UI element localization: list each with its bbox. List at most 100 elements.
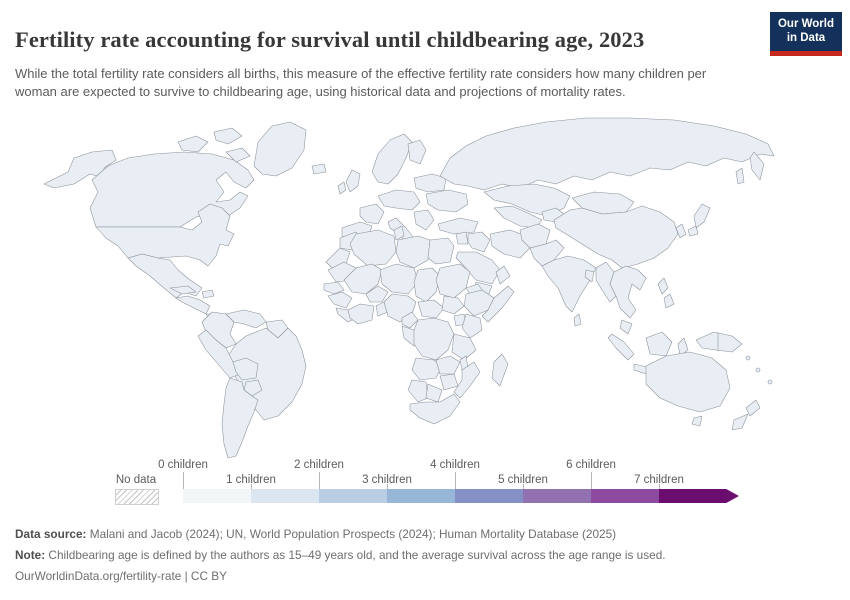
country-niger[interactable]: Niger bbox=[379, 263, 419, 295]
country-venezuela[interactable]: Venezuela bbox=[225, 309, 267, 329]
country-ukraine[interactable]: Ukraine bbox=[425, 189, 469, 213]
country-ireland[interactable]: Ireland bbox=[337, 181, 347, 195]
country-indonesia-sulawesi[interactable]: Indonesia bbox=[677, 337, 689, 357]
legend-no-data-swatch[interactable] bbox=[115, 489, 159, 505]
country-pakistan[interactable]: Pakistan bbox=[529, 239, 565, 267]
region-balkans[interactable]: Balkans bbox=[413, 209, 435, 231]
country-namibia[interactable]: Namibia bbox=[407, 379, 429, 403]
country-philippines-south[interactable]: Philippines bbox=[663, 293, 675, 309]
country-new-zealand-south[interactable]: New Zealand bbox=[731, 413, 749, 431]
country-philippines-north[interactable]: Philippines bbox=[657, 277, 669, 295]
country-south-sudan[interactable]: South Sudan bbox=[441, 295, 465, 315]
country-saudi-arabia[interactable]: Saudi Arabia bbox=[455, 251, 501, 285]
country-libya[interactable]: Libya bbox=[395, 235, 431, 269]
legend-segment-1-2[interactable] bbox=[251, 489, 319, 503]
country-senegal[interactable]: Senegal & Gambia bbox=[323, 281, 345, 295]
country-new-zealand-north[interactable]: New Zealand bbox=[745, 399, 761, 417]
country-alaska[interactable]: Alaska (United States) bbox=[43, 149, 117, 189]
country-sudan[interactable]: Sudan bbox=[435, 263, 471, 299]
country-madagascar[interactable]: Madagascar bbox=[491, 353, 509, 387]
country-central-african-republic[interactable]: Central African Republic bbox=[417, 299, 445, 319]
country-pacific-island-2[interactable]: Pacific island states bbox=[755, 367, 761, 373]
country-botswana[interactable]: Botswana bbox=[425, 383, 443, 403]
legend-segment-3-4[interactable] bbox=[387, 489, 455, 503]
country-france[interactable]: France bbox=[359, 203, 385, 225]
legend-segment-6-7[interactable] bbox=[591, 489, 659, 503]
region-central-asia[interactable]: Uzbekistan & Turkmenistan bbox=[493, 205, 543, 229]
legend-label-4: 4 children bbox=[430, 459, 480, 471]
country-argentina-chile[interactable]: Argentina & Chile bbox=[221, 377, 259, 459]
country-russia[interactable]: Russia bbox=[439, 117, 775, 191]
country-canada-arctic-1[interactable]: Canada (Arctic islands) bbox=[177, 135, 209, 153]
owid-logo[interactable]: Our World in Data bbox=[770, 12, 842, 56]
country-kazakhstan[interactable]: Kazakhstan bbox=[483, 183, 571, 217]
country-mali[interactable]: Mali bbox=[343, 263, 383, 295]
region-ivorycoast-ghana[interactable]: Côte d'Ivoire & Ghana bbox=[347, 303, 375, 325]
country-dr-congo[interactable]: Democratic Republic of Congo bbox=[413, 317, 455, 361]
country-paraguay[interactable]: Paraguay bbox=[243, 379, 263, 397]
country-indonesia-borneo[interactable]: Indonesia bbox=[645, 331, 673, 357]
region-indochina[interactable]: Thailand, Laos, Vietnam & Cambodia bbox=[609, 265, 647, 319]
country-malaysia[interactable]: Malaysia bbox=[619, 319, 633, 335]
country-mozambique[interactable]: Mozambique bbox=[453, 361, 481, 399]
country-turkey[interactable]: Turkey bbox=[437, 217, 479, 235]
country-pacific-island-1[interactable]: Pacific island states bbox=[745, 355, 751, 361]
country-kenya[interactable]: Kenya bbox=[461, 313, 483, 339]
country-zimbabwe[interactable]: Zimbabwe bbox=[439, 373, 459, 391]
legend-segment-7-plus[interactable] bbox=[659, 489, 739, 503]
country-tunisia[interactable]: Tunisia bbox=[393, 225, 405, 241]
country-pacific-island-3[interactable]: Pacific island states bbox=[767, 379, 773, 385]
country-new-guinea[interactable]: Papua New Guinea bbox=[695, 331, 743, 353]
country-guinea[interactable]: Guinea bbox=[327, 291, 353, 309]
logo-line1: Our World bbox=[777, 18, 834, 30]
country-cameroon[interactable]: Cameroon bbox=[401, 311, 419, 329]
legend-segment-2-3[interactable] bbox=[319, 489, 387, 503]
country-tanzania[interactable]: Tanzania bbox=[451, 333, 477, 361]
country-iran[interactable]: Iran bbox=[489, 229, 531, 259]
country-japan[interactable]: Japan bbox=[693, 203, 711, 229]
country-iraq[interactable]: Iraq bbox=[467, 231, 491, 253]
country-india[interactable]: India bbox=[541, 255, 597, 313]
country-somalia[interactable]: Somalia bbox=[481, 285, 515, 323]
legend-segment-4-5[interactable] bbox=[455, 489, 523, 503]
legend-tick-6 bbox=[591, 472, 592, 489]
country-sri-lanka[interactable]: Sri Lanka bbox=[573, 313, 582, 327]
country-bolivia[interactable]: Bolivia bbox=[232, 357, 259, 381]
country-russia-kamchatka[interactable]: Russia bbox=[749, 151, 765, 181]
country-iceland[interactable]: Iceland bbox=[311, 163, 327, 175]
country-cuba[interactable]: Cuba bbox=[169, 285, 197, 295]
note-text: Childbearing age is defined by the autho… bbox=[45, 548, 666, 563]
country-oman[interactable]: Oman bbox=[495, 265, 511, 285]
region-scandinavia[interactable]: Norway & Sweden bbox=[371, 133, 413, 185]
country-finland[interactable]: Finland bbox=[407, 139, 427, 165]
region-levant[interactable]: Syria & Levant bbox=[455, 231, 469, 245]
country-angola[interactable]: Angola bbox=[411, 357, 443, 381]
world-choropleth-map[interactable]: Alaska (United States) Canada Canada (Ar… bbox=[30, 112, 820, 462]
country-united-kingdom[interactable]: United Kingdom bbox=[345, 169, 361, 193]
country-greenland[interactable]: Greenland bbox=[253, 121, 307, 177]
country-russia-sakhalin[interactable]: Russia bbox=[735, 167, 745, 185]
legend-segment-0-1[interactable] bbox=[183, 489, 251, 503]
country-australia[interactable]: Australia bbox=[645, 351, 731, 413]
country-japan-south[interactable]: Japan bbox=[687, 225, 699, 237]
country-burkina-faso[interactable]: Burkina Faso bbox=[365, 285, 389, 303]
country-australia-tasmania[interactable]: Australia bbox=[691, 415, 703, 427]
country-canada-arctic-3[interactable]: Canada (Arctic islands) bbox=[225, 147, 251, 163]
region-eastern-europe[interactable]: Poland & Baltic states bbox=[413, 173, 447, 193]
country-bangladesh[interactable]: Bangladesh bbox=[584, 269, 595, 283]
country-canada-arctic-2[interactable]: Canada (Arctic islands) bbox=[213, 127, 243, 145]
legend-tick-3 bbox=[387, 484, 388, 489]
country-algeria[interactable]: Algeria bbox=[349, 229, 397, 267]
region-central-europe[interactable]: Central Europe bbox=[377, 189, 421, 211]
legend-segment-5-6[interactable] bbox=[523, 489, 591, 503]
country-south-africa[interactable]: South Africa bbox=[409, 393, 461, 425]
region-central-america[interactable]: Guatemala, Honduras & Nicaragua bbox=[175, 295, 211, 315]
country-indonesia-sumatra[interactable]: Indonesia bbox=[607, 333, 635, 361]
country-egypt[interactable]: Egypt bbox=[427, 237, 455, 265]
country-chad[interactable]: Chad bbox=[413, 267, 441, 303]
country-zambia[interactable]: Zambia bbox=[435, 355, 461, 375]
country-south-korea[interactable]: South Korea bbox=[675, 223, 687, 239]
country-china[interactable]: China bbox=[553, 205, 679, 269]
country-hispaniola[interactable]: Haiti & Dominican Republic bbox=[201, 289, 215, 299]
